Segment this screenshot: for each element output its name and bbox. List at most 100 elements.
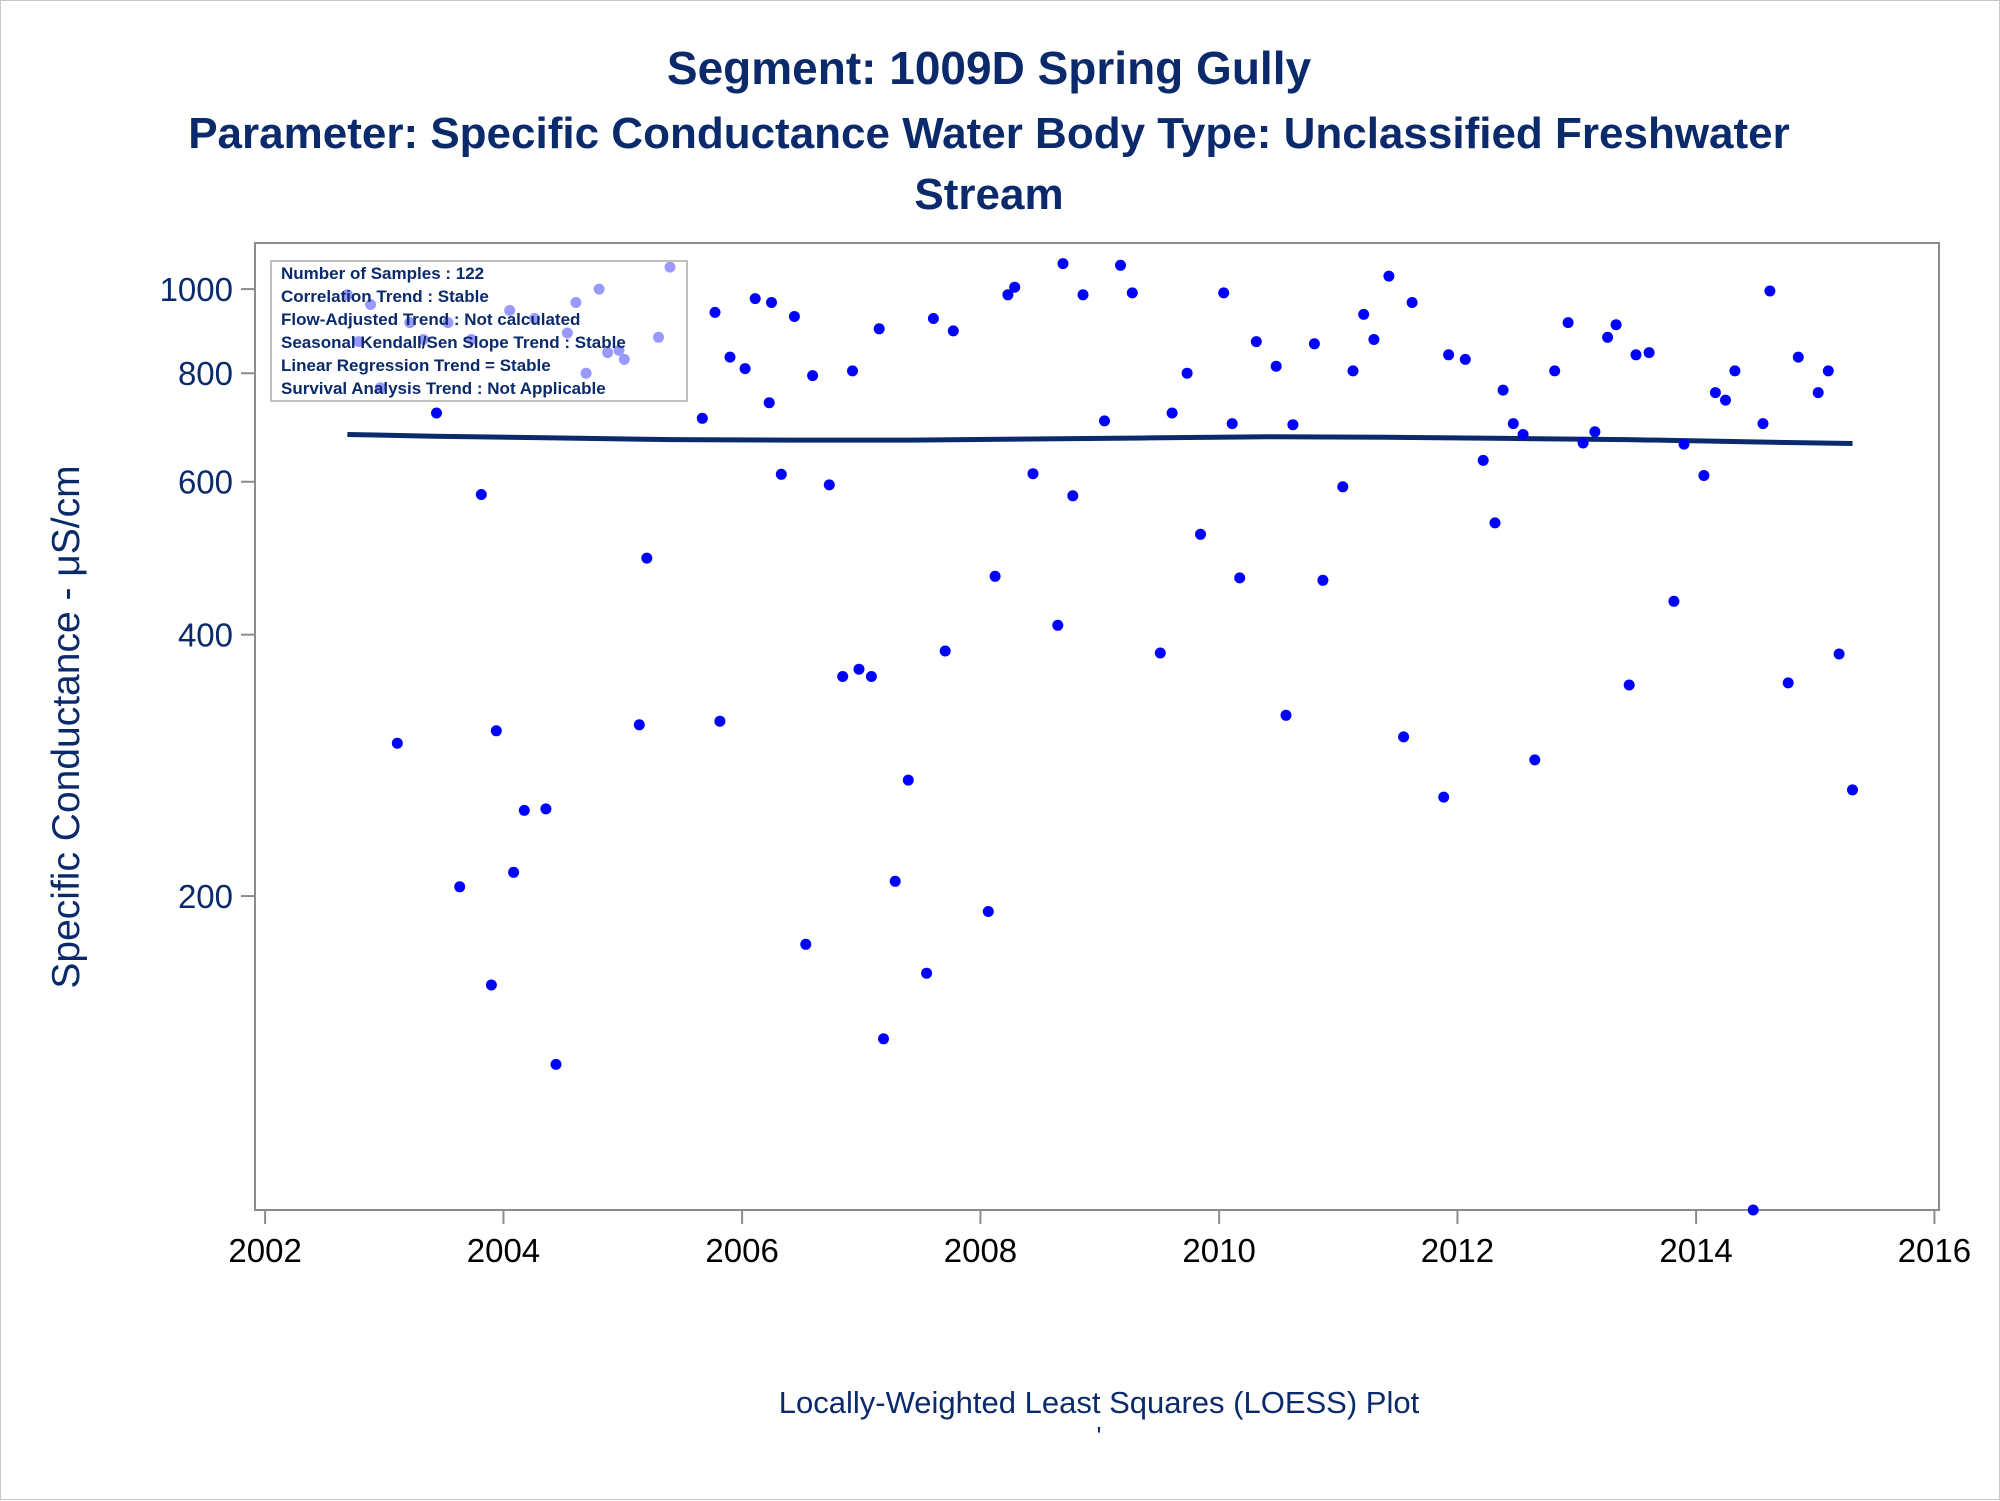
data-point [724,351,736,363]
y-tick-label: 200 [178,878,233,915]
stats-line-samples: Number of Samples : 122 [281,264,484,283]
data-point [1747,1204,1759,1216]
x-tick-label: 2006 [705,1232,778,1269]
data-point [865,671,877,682]
data-point [431,407,442,419]
x-tick-label: 2004 [467,1232,540,1269]
data-point [1250,336,1262,348]
data-point [1052,619,1064,631]
data-point [947,325,959,337]
data-point [1368,334,1380,345]
chart-footnote: Locally-Weighted Least Squares (LOESS) P… [779,1385,1420,1420]
data-point [1497,384,1509,396]
data-point [1443,349,1455,361]
x-tick-label: 2012 [1421,1232,1494,1269]
data-point [1623,679,1635,691]
y-tick-label: 600 [178,464,233,501]
data-point [902,774,914,786]
data-point [788,311,800,322]
data-point [485,979,497,991]
data-point [1002,289,1014,301]
data-point [989,570,1001,582]
stats-box: Number of Samples : 122 Correlation Tren… [270,260,688,402]
data-point [696,412,708,424]
data-point [1507,418,1519,430]
data-point [847,365,858,377]
data-point [1438,791,1450,803]
data-point [1195,528,1206,540]
data-point [1459,353,1471,365]
data-point [1529,754,1541,766]
data-point [982,906,994,917]
data-point [1181,367,1193,379]
data-point [1812,387,1824,399]
data-point [633,719,645,731]
loess-layer [347,432,1853,446]
x-tick-label: 2010 [1182,1232,1255,1269]
data-point [1027,468,1039,480]
y-tick-label: 400 [178,617,233,654]
data-point [1166,407,1178,419]
data-point [1126,287,1138,299]
x-axis: 2002 2004 2006 2008 2010 2012 2014 2016 [228,1210,1971,1269]
data-point [1347,365,1359,377]
data-point [1337,481,1349,493]
data-point [1308,338,1320,350]
data-point [508,866,520,878]
data-point [1067,490,1079,502]
stats-line-linear-regression: Linear Regression Trend = Stable [281,356,551,375]
y-tick-label: 800 [178,355,233,392]
y-axis: 200 400 600 800 1000 [160,271,255,915]
x-tick-label: 2014 [1659,1232,1732,1269]
data-point [1764,285,1776,297]
data-point [1477,454,1489,466]
x-tick-label: 2016 [1898,1232,1971,1269]
data-point [939,645,951,657]
data-point [749,293,761,305]
loess-line [347,432,1853,446]
data-point [1489,517,1501,529]
data-point [1782,677,1794,689]
x-tick-label: 2002 [228,1232,301,1269]
chart-subtitle-line-2: Stream [914,170,1063,219]
data-point [1077,289,1089,301]
data-point [837,671,849,682]
data-point [475,489,487,500]
data-point [1698,470,1710,481]
data-point [391,737,403,749]
stats-line-correlation: Correlation Trend : Stable [281,287,489,306]
data-point [1668,595,1680,607]
chart-title: Segment: 1009D Spring Gully [667,42,1312,94]
data-point [1643,347,1655,359]
data-point [1009,281,1021,293]
data-point [1709,387,1721,399]
data-point [1270,360,1282,372]
data-point [1406,297,1418,308]
data-point [1234,572,1246,584]
data-point [927,313,939,324]
data-point [641,552,653,564]
data-point [889,875,901,887]
data-point [1562,317,1574,329]
data-point [1226,418,1238,430]
data-point [714,715,726,727]
stats-box-frame [270,260,688,402]
data-point [1577,437,1589,449]
data-point [873,323,885,335]
chart-subtitle-line-1: Parameter: Specific Conductance Water Bo… [188,109,1790,158]
data-point [775,468,787,480]
data-point [878,1033,889,1045]
data-point [1610,319,1622,331]
chart-footnote-mark: ' [1097,1421,1102,1451]
data-point [1317,574,1329,586]
data-point [1847,784,1858,796]
data-point [1218,287,1230,299]
data-point [823,479,835,491]
data-point [1792,351,1804,363]
data-point [518,804,530,816]
y-tick-label: 1000 [160,271,233,308]
data-point [1729,365,1741,377]
data-point [550,1058,562,1070]
